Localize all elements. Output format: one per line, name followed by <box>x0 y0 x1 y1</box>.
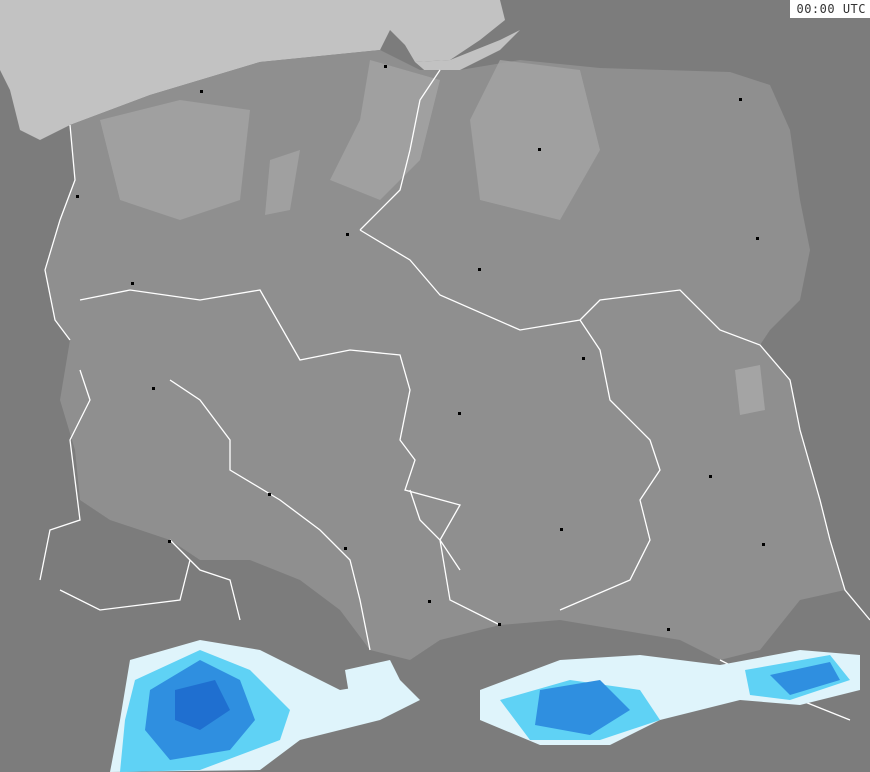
precipitation-south <box>110 640 860 772</box>
precip-light <box>110 640 860 772</box>
precip-light-north <box>100 60 600 220</box>
baltic-sea <box>0 0 505 140</box>
precip-medium <box>120 650 850 772</box>
timestamp-label: 00:00 UTC <box>790 0 870 18</box>
precip-very-heavy <box>175 680 230 730</box>
city-markers <box>76 65 765 631</box>
poland-border <box>44 124 870 621</box>
precip-heavy <box>145 660 840 760</box>
vistula-lagoon <box>415 30 520 75</box>
precip-light-southeast <box>735 365 765 415</box>
poland-territory <box>45 50 845 660</box>
